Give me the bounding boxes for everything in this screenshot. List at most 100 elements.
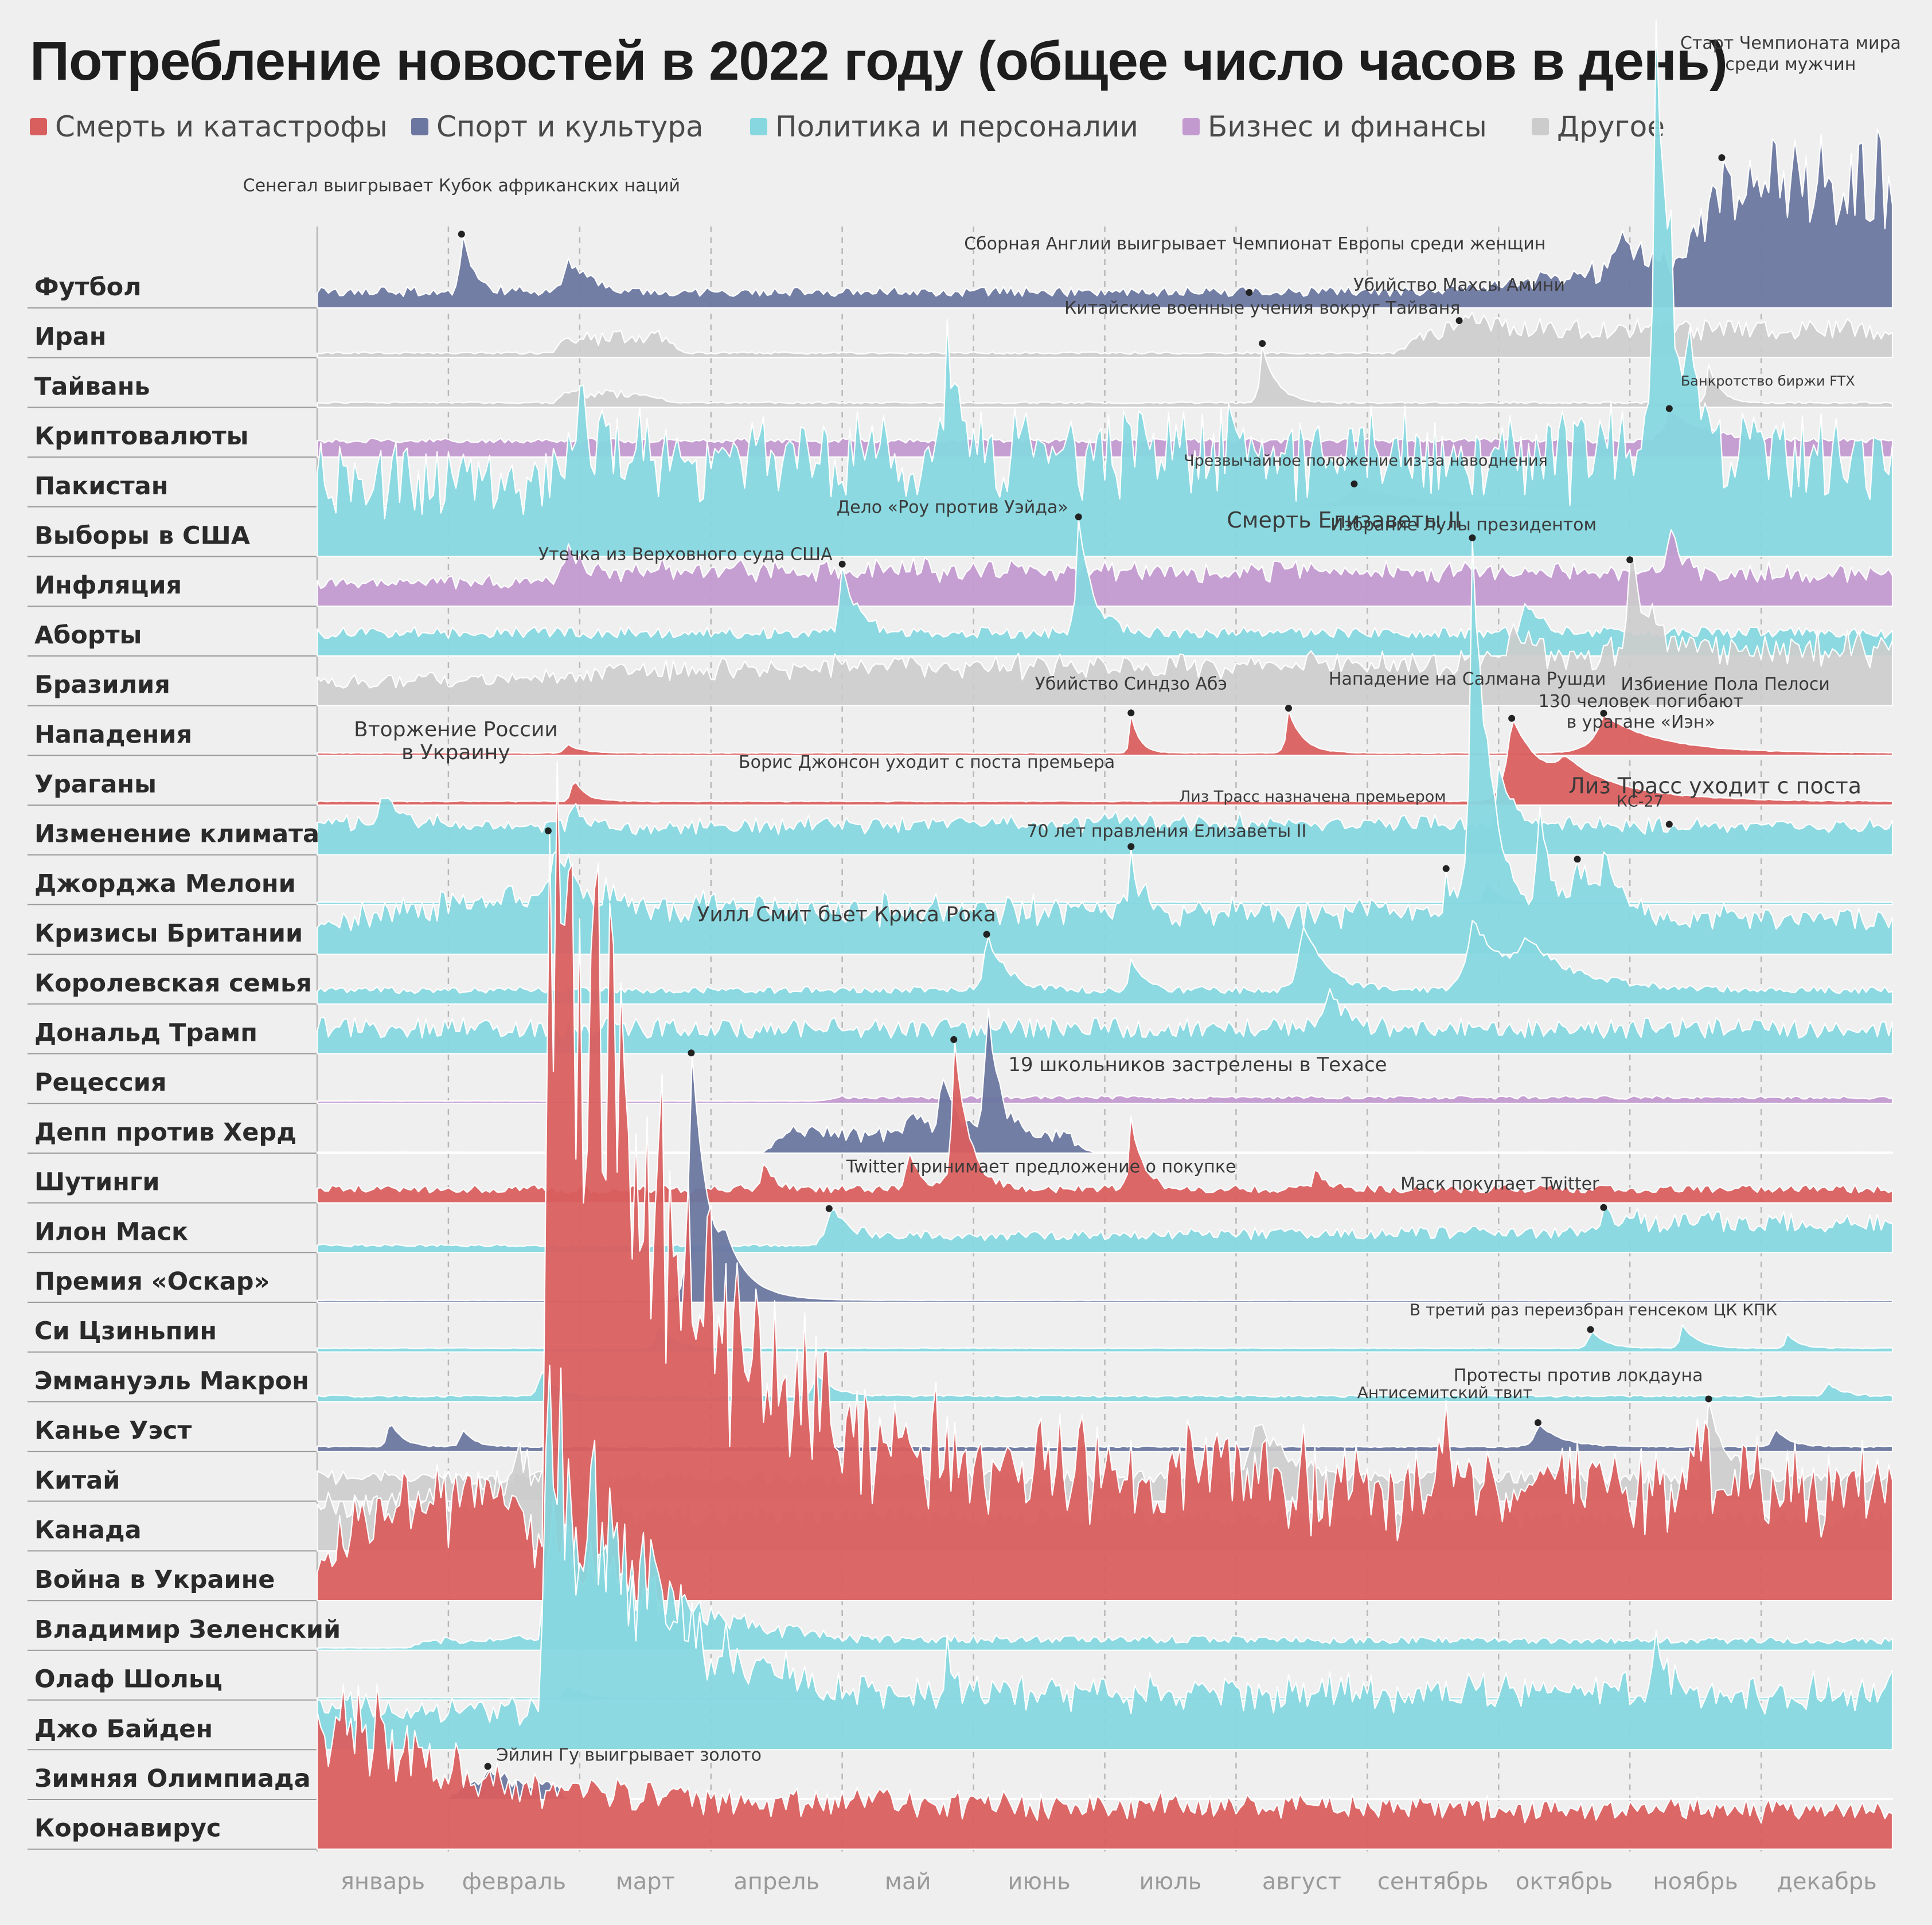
topic-areas	[316, 19, 1894, 1850]
legend-swatch-sport	[411, 118, 428, 135]
month-axis: январь февраль март апрель май июнь июль август…	[341, 1869, 1877, 1895]
annotation-dot	[1442, 865, 1450, 872]
annotation-label: Убийство Махсы Амини	[1353, 275, 1565, 295]
topic-label: Премия «Оскар»	[34, 1267, 270, 1296]
topic-label: Зимняя Олимпиада	[34, 1764, 311, 1793]
annotation-dot	[1246, 289, 1253, 296]
topic-label: Выборы в США	[34, 522, 251, 550]
annotation-label: Китайские военные учения вокруг Тайваня	[1064, 298, 1460, 318]
topic-label: Изменение климата	[34, 820, 319, 849]
topic-label: Иран	[34, 323, 107, 352]
topic-label: Королевская семья	[34, 969, 312, 998]
topic-label: Канада	[34, 1516, 142, 1545]
annotation-label: в урагане «Иэн»	[1566, 712, 1715, 732]
topic-label: Нападения	[34, 720, 192, 749]
legend-label-business: Бизнес и финансы	[1208, 110, 1487, 143]
annotation-dot	[1718, 154, 1726, 162]
annotation-dot	[1600, 709, 1607, 717]
area-3	[316, 345, 1894, 408]
area-9	[316, 557, 1894, 706]
legend-swatch-politics	[750, 118, 767, 135]
topic-label: Война в Украине	[34, 1565, 275, 1594]
annotation-label: Вторжение России	[354, 718, 558, 741]
annotation-dot	[544, 827, 552, 834]
topic-labels: Футбол Иран Тайвань Криптовалюты Пакистан Выб…	[34, 273, 341, 1843]
area-15	[316, 920, 1894, 1005]
area-11	[316, 720, 1894, 806]
area-28	[316, 1498, 1894, 1651]
annotation-label: Маск покупает Twitter	[1400, 1174, 1599, 1194]
topic-label: Джо Байден	[34, 1715, 213, 1743]
annotation-label: 130 человек погибают	[1539, 692, 1743, 712]
annotation-dot	[1665, 405, 1673, 412]
topic-label: Депп против Херд	[34, 1118, 296, 1147]
area-27	[316, 761, 1894, 1602]
area-2	[316, 311, 1894, 358]
annotation-dot	[983, 931, 990, 938]
topic-label: Пакистан	[34, 472, 168, 501]
topic-label: Кризисы Британии	[34, 919, 303, 948]
area-1	[316, 128, 1894, 309]
annotation-label: Убийство Синдзо Абэ	[1035, 674, 1227, 694]
topic-label: Эммануэль Макрон	[34, 1366, 309, 1395]
topic-label: Канье Уэст	[34, 1416, 192, 1445]
annotation-dot	[1075, 513, 1082, 521]
annotation-dot	[1587, 1326, 1594, 1333]
legend-swatch-other	[1532, 118, 1549, 135]
area-32	[316, 1683, 1894, 1850]
annotation-label: Сборная Англии выигрывает Чемпионат Евро…	[964, 234, 1545, 254]
topic-label: Коронавирус	[34, 1814, 221, 1843]
annotation-label: КС-27	[1617, 793, 1664, 811]
annotation-dot	[688, 1049, 695, 1057]
topic-label: Рецессия	[34, 1068, 166, 1097]
chart-title: Потребление новостей в 2022 году (общее …	[30, 30, 1728, 92]
topic-label: Китай	[34, 1466, 120, 1495]
annotation-label: Сенегал выигрывает Кубок африканских нац…	[243, 175, 680, 196]
month-label: март	[616, 1869, 675, 1895]
annotation-dot	[838, 560, 846, 568]
annotation-label: Антисемитский твит	[1357, 1383, 1532, 1402]
legend-label-politics: Политика и персоналии	[775, 110, 1138, 143]
annotation-dot	[1455, 317, 1463, 325]
annotation-label: Избрание Лулы президентом	[1330, 515, 1597, 535]
annotation-label: Twitter принимает предложение о покупке	[846, 1157, 1236, 1177]
topic-label: Олаф Шольц	[34, 1665, 223, 1694]
annotation-label: Банкротство биржи FTX	[1681, 373, 1855, 389]
annotation-dot	[458, 231, 465, 238]
annotation-label: Лиз Трасс уходит с поста	[1568, 773, 1861, 798]
annotation-label: Избиение Пола Пелоси	[1621, 674, 1830, 694]
annotation-label: Уилл Смит бьет Криса Рока	[697, 903, 996, 926]
annotation-label: В третий раз переизбран генсеком ЦК КПК	[1410, 1301, 1777, 1319]
area-10	[316, 709, 1894, 756]
topic-label: Криптовалюты	[34, 422, 249, 451]
annotation-dot	[1534, 1419, 1541, 1427]
annotation-label: 19 школьников застрелены в Техасе	[1008, 1053, 1387, 1076]
month-label: декабрь	[1777, 1869, 1877, 1895]
annotation-dot	[1574, 856, 1581, 863]
annotation-label: Нападение на Салмана Рушди	[1329, 669, 1606, 689]
annotation-dot	[1285, 704, 1292, 712]
annotation-label: Эйлин Гу выигрывает золото	[497, 1745, 762, 1765]
month-label: август	[1262, 1869, 1341, 1895]
month-label: май	[885, 1869, 931, 1895]
topic-label: Футбол	[34, 273, 142, 302]
topic-label: Джорджа Мелони	[34, 869, 296, 898]
month-label: ноябрь	[1653, 1869, 1738, 1895]
annotation-label: Старт Чемпионата мира	[1680, 33, 1901, 53]
annotation-label: Борис Джонсон уходит с поста премьера	[739, 752, 1115, 772]
topic-label: Владимир Зеленский	[34, 1615, 341, 1644]
annotation-label: в Украину	[401, 741, 510, 764]
annotation-dot	[1259, 339, 1266, 347]
topic-label: Ураганы	[34, 770, 157, 799]
month-label: июль	[1139, 1869, 1202, 1895]
topic-label: Илон Маск	[34, 1217, 188, 1246]
topic-label: Шутинги	[34, 1168, 160, 1197]
annotation-dot	[1127, 709, 1135, 717]
legend-label-other: Другое	[1557, 110, 1665, 143]
topic-label: Си Цзиньпин	[34, 1317, 217, 1346]
annotation-dot	[1127, 843, 1135, 850]
annotation-dot	[825, 1205, 833, 1212]
area-30	[316, 1364, 1894, 1751]
annotation-dot	[484, 1763, 491, 1770]
